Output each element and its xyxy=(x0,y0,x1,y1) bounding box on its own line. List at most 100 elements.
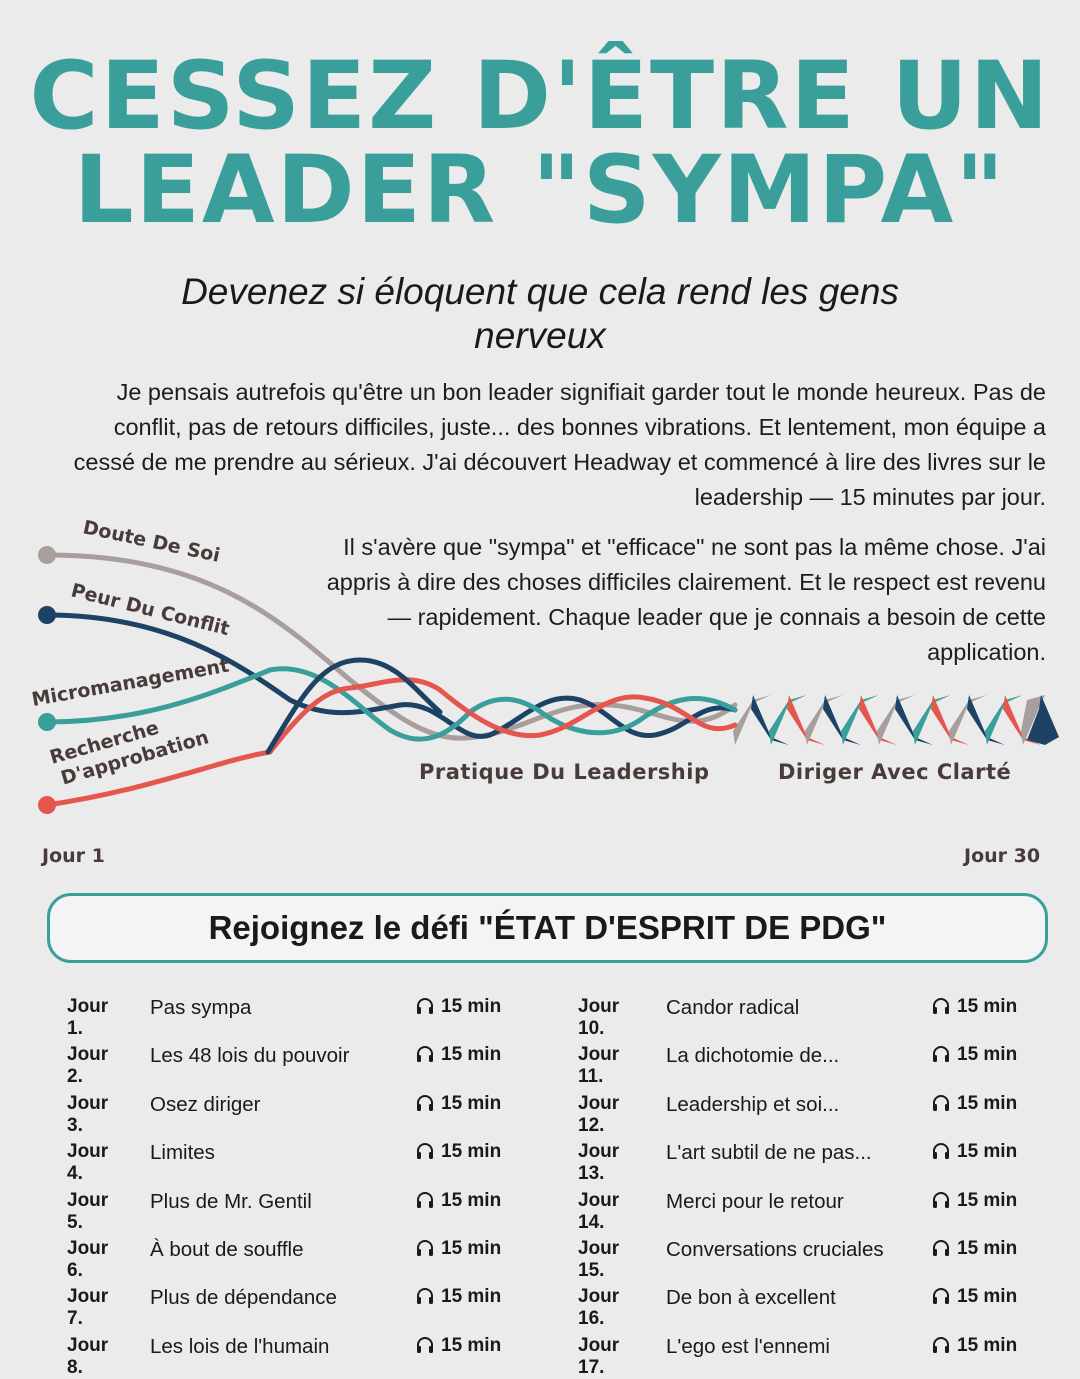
book-title: Leadership et soi... xyxy=(666,1092,840,1116)
day-number: Jour 10. xyxy=(578,996,620,1039)
strand-peur-du-conflit-cross xyxy=(265,657,443,755)
duration-text: 15 min xyxy=(441,996,502,1017)
headphones-icon xyxy=(933,1046,949,1063)
strand-doute-de-soi xyxy=(44,552,738,741)
headphones-icon xyxy=(933,1288,949,1305)
headphones-icon xyxy=(933,1143,949,1160)
duration-text: 15 min xyxy=(957,1141,1018,1163)
headphones-icon xyxy=(417,1046,433,1063)
subtitle: Devenez si éloquent que cela rend les ge… xyxy=(181,271,899,356)
book-title: Les 48 lois du pouvoir xyxy=(150,1044,350,1068)
day-number: Jour 8. xyxy=(67,1334,109,1378)
duration-text: 15 min xyxy=(957,1237,1018,1259)
book-title: L'ego est l'ennemi xyxy=(666,1334,830,1358)
duration-text: 15 min xyxy=(441,1141,502,1163)
braid-strand xyxy=(1027,695,1059,745)
day-number: Jour 7. xyxy=(67,1286,109,1330)
stage-label-practice: Pratique Du Leadership xyxy=(419,760,710,784)
dot-icon xyxy=(38,546,56,564)
book-title: La dichotomie de... xyxy=(666,1044,840,1068)
duration: 15 min xyxy=(415,1286,501,1308)
duration-text: 15 min xyxy=(441,1189,502,1211)
duration: 15 min xyxy=(415,1190,501,1212)
duration-text: 15 min xyxy=(441,1334,502,1356)
duration: 15 min xyxy=(415,1238,501,1260)
strand-micromanagement xyxy=(44,666,738,742)
book-title: Merci pour le retour xyxy=(666,1189,844,1213)
duration-text: 15 min xyxy=(957,1092,1018,1114)
headline-line-1: CESSEZ D'ÊTRE UN xyxy=(29,42,1051,151)
book-title: Limites xyxy=(150,1141,215,1165)
book-title: Les lois de l'humain xyxy=(150,1334,330,1358)
day-number: Jour 3. xyxy=(67,1092,109,1136)
book-title: L'art subtil de ne pas... xyxy=(666,1141,872,1165)
headphones-icon xyxy=(933,1336,949,1353)
strand-recherche-approbation xyxy=(44,677,738,808)
day-number: Jour 17. xyxy=(578,1334,620,1378)
duration-text: 15 min xyxy=(441,1237,502,1259)
day-number: Jour 2. xyxy=(67,1044,109,1088)
headphones-icon xyxy=(933,1094,949,1111)
day-number: Jour 6. xyxy=(67,1237,109,1281)
book-title: Plus de Mr. Gentil xyxy=(150,1189,312,1213)
challenge-banner[interactable]: Rejoignez le défi "ÉTAT D'ESPRIT DE PDG" xyxy=(47,893,1048,963)
dot-icon xyxy=(38,796,56,814)
headphones-icon xyxy=(417,998,433,1014)
duration: 15 min xyxy=(415,1093,501,1115)
strand-label-3: Micromanagement xyxy=(30,655,231,711)
day-number: Jour 4. xyxy=(67,1141,109,1185)
headphones-icon xyxy=(417,1288,433,1305)
duration: 15 min xyxy=(931,1238,1017,1260)
day-number: Jour 15. xyxy=(578,1237,620,1281)
duration-text: 15 min xyxy=(441,1286,502,1308)
duration: 15 min xyxy=(931,1286,1017,1308)
duration: 15 min xyxy=(415,1044,501,1066)
dot-icon xyxy=(38,606,56,624)
day-number: Jour 1. xyxy=(67,996,109,1039)
duration: 15 min xyxy=(415,1141,501,1163)
book-title: De bon à excellent xyxy=(666,1286,836,1310)
book-title: Pas sympa xyxy=(150,996,252,1019)
duration-text: 15 min xyxy=(957,1189,1018,1211)
day-start-label: Jour 1 xyxy=(42,845,105,867)
headphones-icon xyxy=(933,1191,949,1208)
braid-diagram: Doute De Soi Peur Du Conflit Micromanage… xyxy=(30,516,1059,814)
paragraph-intro: Je pensais autrefois qu'être un bon lead… xyxy=(73,379,1046,510)
stage-label-clarity: Diriger Avec Clarté xyxy=(778,760,1012,784)
book-title: Conversations cruciales xyxy=(666,1237,884,1261)
day-end-label: Jour 30 xyxy=(964,845,1041,867)
braid-segment xyxy=(733,695,1059,745)
book-title: Candor radical xyxy=(666,996,800,1019)
headphones-icon xyxy=(417,1239,433,1256)
braid-strand xyxy=(1021,695,1045,745)
duration: 15 min xyxy=(931,1335,1017,1357)
day-number: Jour 5. xyxy=(67,1189,109,1233)
headline: CESSEZ D'ÊTRE UN LEADER "SYMPA" xyxy=(0,50,1080,238)
headphones-icon xyxy=(933,1239,949,1256)
day-number: Jour 12. xyxy=(578,1092,620,1136)
headphones-icon xyxy=(417,1094,433,1111)
headphones-icon xyxy=(417,1143,433,1160)
duration: 15 min xyxy=(931,1044,1017,1066)
paragraph-result: Il s'avère que "sympa" et "efficace" ne … xyxy=(326,534,1046,665)
book-title: Osez diriger xyxy=(150,1092,261,1116)
duration: 15 min xyxy=(931,996,1017,1018)
duration-text: 15 min xyxy=(441,1044,502,1066)
day-number: Jour 16. xyxy=(578,1286,620,1330)
book-title: À bout de souffle xyxy=(150,1237,304,1261)
day-number: Jour 14. xyxy=(578,1189,620,1233)
headphones-icon xyxy=(933,998,949,1014)
strand-label-2: Peur Du Conflit xyxy=(69,580,232,641)
duration: 15 min xyxy=(931,1093,1017,1115)
duration-text: 15 min xyxy=(957,1044,1018,1066)
strand-peur-du-conflit xyxy=(44,612,738,739)
duration-text: 15 min xyxy=(957,1334,1018,1356)
book-title: Plus de dépendance xyxy=(150,1286,337,1310)
duration: 15 min xyxy=(931,1190,1017,1212)
duration-text: 15 min xyxy=(441,1092,502,1114)
duration: 15 min xyxy=(415,996,501,1018)
headphones-icon xyxy=(417,1336,433,1353)
duration-text: 15 min xyxy=(957,1286,1018,1308)
dot-icon xyxy=(38,713,56,731)
day-number: Jour 13. xyxy=(578,1141,620,1185)
